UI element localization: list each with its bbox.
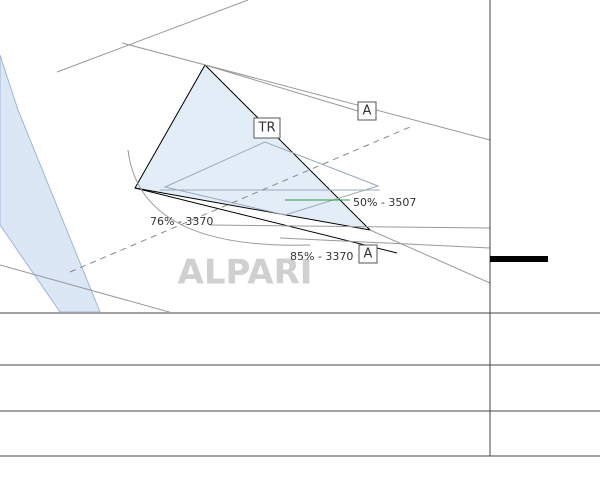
drawing-label: TR [258, 121, 276, 136]
level-line [279, 237, 490, 249]
drawing-labels: 76% - 3370 50% - 3507 85% - 3370 TR A A [150, 101, 416, 264]
drawing-label: 76% - 3370 [150, 215, 213, 228]
trend-line [56, 0, 249, 73]
label-box [358, 244, 378, 264]
drawing-label: 85% - 3370 [290, 250, 353, 263]
watermark: ALPARI [178, 253, 313, 293]
drawings [0, 0, 490, 312]
drawing-label: 50% - 3507 [353, 196, 416, 209]
label-box [357, 101, 377, 121]
drawing-label: A [363, 104, 372, 119]
drawing-label: A [364, 247, 373, 262]
trend-line [369, 229, 490, 284]
trend-line [121, 42, 490, 141]
level-line [209, 224, 490, 229]
frame [0, 0, 600, 457]
trend-line [0, 264, 172, 312]
arc [127, 149, 311, 246]
label-box [253, 117, 281, 139]
trend-line [134, 187, 398, 254]
axis-marker [490, 256, 548, 262]
channel [163, 141, 380, 216]
drawing-area [0, 54, 101, 312]
trend-line [69, 126, 411, 273]
trend-line [204, 64, 359, 112]
